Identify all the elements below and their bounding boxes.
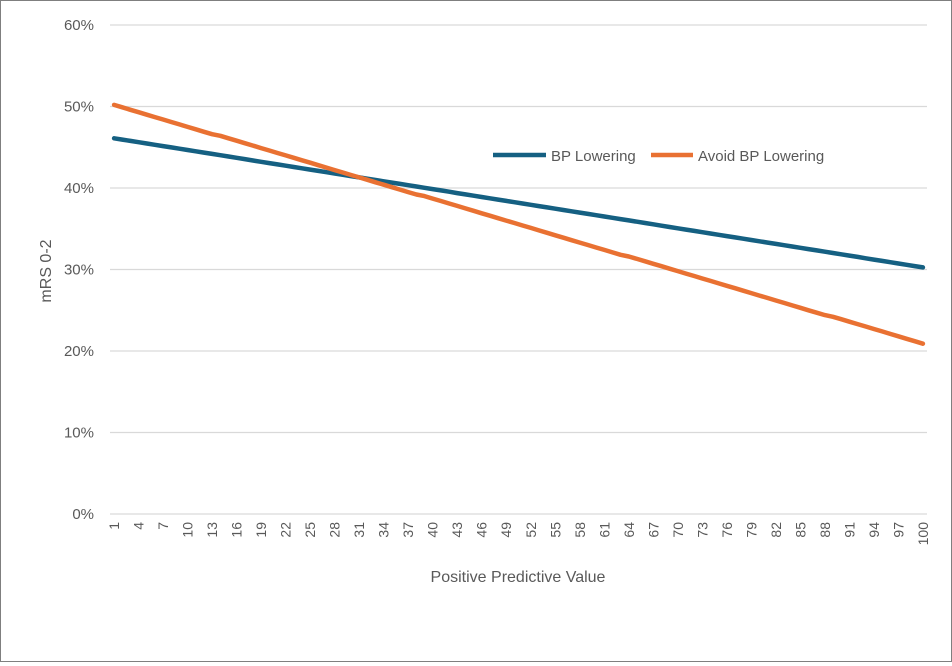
x-tick-label: 91 <box>841 522 857 538</box>
y-tick-label: 20% <box>64 343 94 360</box>
y-tick-label: 10% <box>64 425 94 442</box>
y-tick-label: 0% <box>72 506 94 523</box>
x-tick-label: 52 <box>523 522 539 538</box>
y-tick-label: 60% <box>64 17 94 34</box>
series-lines <box>111 102 926 346</box>
x-tick-label: 1 <box>106 522 122 530</box>
x-tick-label: 7 <box>155 522 171 530</box>
y-tick-label: 50% <box>64 99 94 116</box>
x-tick-label: 85 <box>792 522 808 538</box>
x-tick-label: 97 <box>890 522 906 538</box>
x-tick-label: 94 <box>866 522 882 538</box>
x-tick-label: 37 <box>400 522 416 538</box>
x-tick-label: 22 <box>278 522 294 538</box>
legend: BP Lowering Avoid BP Lowering <box>493 148 824 165</box>
x-tick-label: 19 <box>253 522 269 538</box>
x-tick-label: 61 <box>596 522 612 538</box>
x-tick-label: 25 <box>302 522 318 538</box>
y-tick-label: 40% <box>64 180 94 197</box>
legend-label-bp-lowering: BP Lowering <box>551 148 636 165</box>
x-tick-label: 100 <box>915 522 931 546</box>
x-tick-label: 58 <box>572 522 588 538</box>
x-tick-label: 70 <box>670 522 686 538</box>
x-tick-label: 49 <box>498 522 514 538</box>
x-tick-label: 13 <box>204 522 220 538</box>
x-tick-label: 79 <box>743 522 759 538</box>
x-tick-label: 28 <box>327 522 343 538</box>
x-tick-label: 73 <box>694 522 710 538</box>
x-tick-label: 43 <box>449 522 465 538</box>
x-tick-label: 31 <box>351 522 367 538</box>
legend-label-avoid-bp-lowering: Avoid BP Lowering <box>698 148 824 165</box>
x-tick-label: 16 <box>229 522 245 538</box>
x-tick-label: 64 <box>621 522 637 538</box>
y-tick-label: 30% <box>64 262 94 279</box>
x-tick-label: 46 <box>474 522 490 538</box>
x-tick-label: 67 <box>645 522 661 538</box>
y-axis-title: mRS 0-2 <box>38 239 55 302</box>
y-tick-labels: 0% 10% 20% 30% 40% 50% 60% <box>64 17 94 523</box>
x-tick-label: 82 <box>768 522 784 538</box>
x-tick-label: 76 <box>719 522 735 538</box>
x-tick-label: 34 <box>376 522 392 538</box>
x-tick-labels: 1 4 7 10 13 16 19 22 25 28 31 34 37 40 43 46 49 52 55 58 61 6… <box>106 522 931 546</box>
x-tick-label: 40 <box>425 522 441 538</box>
x-tick-label: 88 <box>817 522 833 538</box>
x-tick-label: 55 <box>547 522 563 538</box>
x-tick-label: 10 <box>180 522 196 538</box>
x-tick-label: 4 <box>131 522 147 530</box>
series-line-avoid-bp-lowering <box>111 102 926 346</box>
x-axis-title: Positive Predictive Value <box>431 569 606 586</box>
series-line-bp-lowering <box>111 136 926 270</box>
gridlines <box>110 24 927 515</box>
